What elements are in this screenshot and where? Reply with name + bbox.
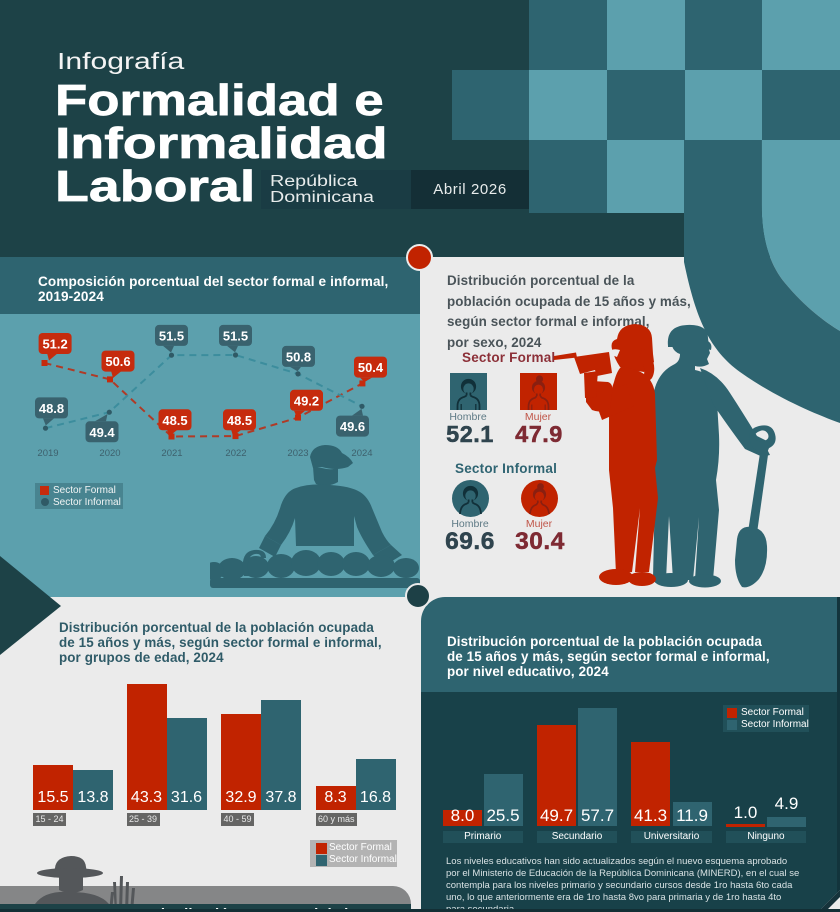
- svg-text:49.2: 49.2: [294, 393, 319, 408]
- svg-text:48.5: 48.5: [227, 413, 252, 428]
- svg-text:50.8: 50.8: [286, 349, 311, 364]
- svg-text:2024: 2024: [351, 448, 372, 459]
- svg-text:2019: 2019: [37, 448, 58, 459]
- svg-text:51.2: 51.2: [42, 337, 67, 352]
- svg-text:48.8: 48.8: [39, 401, 64, 416]
- svg-text:51.5: 51.5: [223, 328, 248, 343]
- svg-text:2023: 2023: [287, 448, 308, 459]
- svg-text:2022: 2022: [225, 448, 246, 459]
- svg-text:50.6: 50.6: [105, 354, 130, 369]
- svg-text:2020: 2020: [99, 448, 120, 459]
- svg-text:49.6: 49.6: [340, 419, 365, 434]
- svg-text:48.5: 48.5: [162, 413, 187, 428]
- svg-text:2021: 2021: [161, 448, 182, 459]
- svg-text:51.5: 51.5: [159, 328, 184, 343]
- svg-text:49.4: 49.4: [89, 425, 115, 440]
- svg-text:50.4: 50.4: [358, 360, 384, 375]
